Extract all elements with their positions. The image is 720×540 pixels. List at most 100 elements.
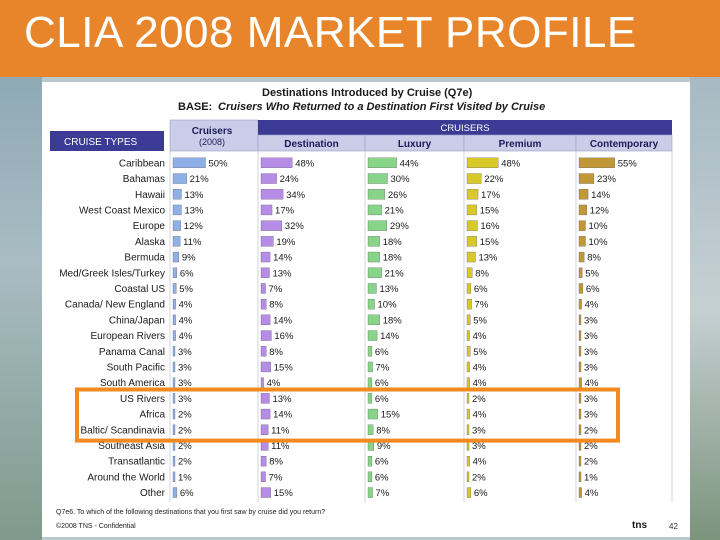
bar-premium-bermuda bbox=[466, 251, 476, 263]
bar-contemporary-bahamas bbox=[578, 173, 595, 184]
data-label-destination-bahamas: 24% bbox=[280, 174, 300, 185]
data-label-premium-south-pacific: 4% bbox=[473, 362, 487, 373]
data-label-premium-other: 6% bbox=[474, 488, 488, 499]
data-label-destination-china-japan: 14% bbox=[273, 315, 293, 326]
bar-destination-europe bbox=[260, 220, 282, 231]
data-label-destination-south-pacific: 15% bbox=[274, 362, 294, 373]
data-label-destination-alaska: 19% bbox=[276, 237, 296, 248]
data-label-contemporary-bermuda: 8% bbox=[587, 253, 601, 264]
data-label-contemporary-caribbean: 55% bbox=[618, 158, 638, 169]
bar-premium-other bbox=[466, 487, 472, 498]
bar-contemporary-med-greek-isles-turkey bbox=[578, 267, 583, 278]
data-label-cruisers-2008-panama-canal: 3% bbox=[178, 347, 192, 358]
bar-luxury-transatlantic bbox=[367, 455, 373, 467]
data-label-premium-alaska: 15% bbox=[480, 237, 500, 248]
background-photo-left bbox=[0, 77, 42, 540]
data-label-cruisers-2008-bahamas: 21% bbox=[190, 174, 210, 185]
data-label-contemporary-europe: 10% bbox=[589, 221, 609, 232]
row-label-south-america: South America bbox=[100, 378, 165, 389]
data-label-contemporary-south-america: 4% bbox=[585, 378, 599, 389]
bar-contemporary-alaska bbox=[578, 236, 586, 247]
bar-cruisers-2008-bahamas bbox=[172, 173, 187, 184]
column-header-cell bbox=[575, 134, 673, 152]
data-label-destination-panama-canal: 8% bbox=[269, 347, 283, 358]
data-label-luxury-canada-new-england: 10% bbox=[378, 300, 398, 311]
data-label-luxury-panama-canal: 6% bbox=[375, 347, 389, 358]
bar-luxury-med-greek-isles-turkey bbox=[367, 267, 382, 278]
data-label-contemporary-canada-new-england: 4% bbox=[585, 300, 599, 311]
title-bar: CLIA 2008 MARKET PROFILE bbox=[0, 0, 720, 77]
data-label-premium-caribbean: 48% bbox=[501, 158, 521, 169]
data-label-destination-us-rivers: 13% bbox=[272, 394, 292, 405]
bar-destination-med-greek-isles-turkey bbox=[260, 267, 270, 278]
data-label-destination-bermuda: 14% bbox=[273, 253, 293, 264]
bar-premium-europe bbox=[466, 220, 478, 231]
bar-cruisers-2008-coastal-us bbox=[172, 283, 177, 294]
row-label-bermuda: Bermuda bbox=[124, 253, 165, 264]
column-header-label: (2008) bbox=[199, 137, 225, 147]
data-label-luxury-south-pacific: 7% bbox=[376, 362, 390, 373]
row-header-band bbox=[50, 131, 164, 151]
bar-destination-us-rivers bbox=[260, 393, 270, 404]
data-label-cruisers-2008-other: 6% bbox=[180, 488, 194, 499]
data-label-contemporary-coastal-us: 6% bbox=[586, 284, 600, 295]
data-label-premium-europe: 16% bbox=[480, 221, 500, 232]
data-label-destination-caribbean: 48% bbox=[295, 158, 315, 169]
bar-destination-transatlantic bbox=[260, 455, 267, 467]
data-label-destination-transatlantic: 8% bbox=[269, 457, 283, 468]
bar-luxury-coastal-us bbox=[367, 283, 377, 294]
bar-cruisers-2008-hawaii bbox=[172, 189, 182, 200]
data-label-contemporary-bahamas: 23% bbox=[597, 174, 617, 185]
data-label-contemporary-southeast-asia: 2% bbox=[584, 441, 598, 452]
data-label-premium-us-rivers: 2% bbox=[472, 394, 486, 405]
data-label-cruisers-2008-africa: 2% bbox=[178, 410, 192, 421]
bar-contemporary-canada-new-england bbox=[578, 298, 582, 310]
data-label-destination-baltic-scandinavia: 11% bbox=[271, 425, 290, 436]
data-label-destination-other: 15% bbox=[274, 488, 294, 499]
bar-premium-hawaii bbox=[466, 189, 479, 200]
bar-destination-coastal-us bbox=[260, 283, 266, 294]
row-label-southeast-asia: Southeast Asia bbox=[98, 441, 165, 452]
bar-luxury-us-rivers bbox=[367, 393, 373, 404]
bar-contemporary-baltic-scandinavia bbox=[578, 424, 582, 435]
data-label-contemporary-africa: 3% bbox=[584, 410, 598, 421]
data-label-premium-hawaii: 17% bbox=[481, 190, 501, 201]
data-label-destination-european-rivers: 16% bbox=[274, 331, 294, 342]
data-label-premium-european-rivers: 4% bbox=[473, 331, 487, 342]
bar-destination-panama-canal bbox=[260, 346, 267, 357]
column-header-label: Destination bbox=[284, 139, 338, 150]
bar-luxury-alaska bbox=[367, 236, 380, 247]
data-label-cruisers-2008-china-japan: 4% bbox=[179, 315, 193, 326]
bar-cruisers-2008-canada-new-england bbox=[172, 298, 176, 310]
bar-premium-alaska bbox=[466, 236, 477, 247]
data-label-luxury-africa: 15% bbox=[381, 410, 401, 421]
data-label-luxury-bermuda: 18% bbox=[383, 253, 403, 264]
tns-logo: tns bbox=[632, 520, 647, 531]
data-label-cruisers-2008-baltic-scandinavia: 2% bbox=[178, 425, 192, 436]
bar-cruisers-2008-west-coast-mexico bbox=[172, 204, 182, 216]
data-label-cruisers-2008-europe: 12% bbox=[184, 221, 204, 232]
data-label-luxury-caribbean: 44% bbox=[400, 158, 420, 169]
data-label-premium-around-the-world: 2% bbox=[472, 472, 486, 483]
data-label-cruisers-2008-canada-new-england: 4% bbox=[179, 300, 193, 311]
row-label-west-coast-mexico: West Coast Mexico bbox=[79, 205, 165, 216]
row-label-baltic-scandinavia: Baltic/ Scandinavia bbox=[81, 425, 166, 436]
bar-contemporary-europe bbox=[578, 220, 586, 231]
row-label-canada-new-england: Canada/ New England bbox=[65, 300, 165, 311]
data-label-destination-africa: 14% bbox=[273, 410, 293, 421]
row-label-alaska: Alaska bbox=[135, 237, 165, 248]
bar-premium-canada-new-england bbox=[466, 298, 472, 310]
data-label-destination-southeast-asia: 11% bbox=[271, 441, 290, 452]
data-label-destination-south-america: 4% bbox=[267, 378, 281, 389]
data-label-cruisers-2008-southeast-asia: 2% bbox=[178, 441, 192, 452]
data-label-contemporary-baltic-scandinavia: 2% bbox=[584, 425, 598, 436]
bar-premium-transatlantic bbox=[466, 455, 470, 467]
data-label-luxury-south-america: 6% bbox=[375, 378, 389, 389]
bar-destination-bermuda bbox=[260, 251, 271, 263]
bar-luxury-panama-canal bbox=[367, 346, 373, 357]
bar-destination-south-pacific bbox=[260, 361, 271, 373]
data-label-destination-coastal-us: 7% bbox=[269, 284, 283, 295]
data-label-cruisers-2008-hawaii: 13% bbox=[184, 190, 204, 201]
data-label-destination-europe: 32% bbox=[285, 221, 305, 232]
bar-cruisers-2008-alaska bbox=[172, 236, 181, 247]
